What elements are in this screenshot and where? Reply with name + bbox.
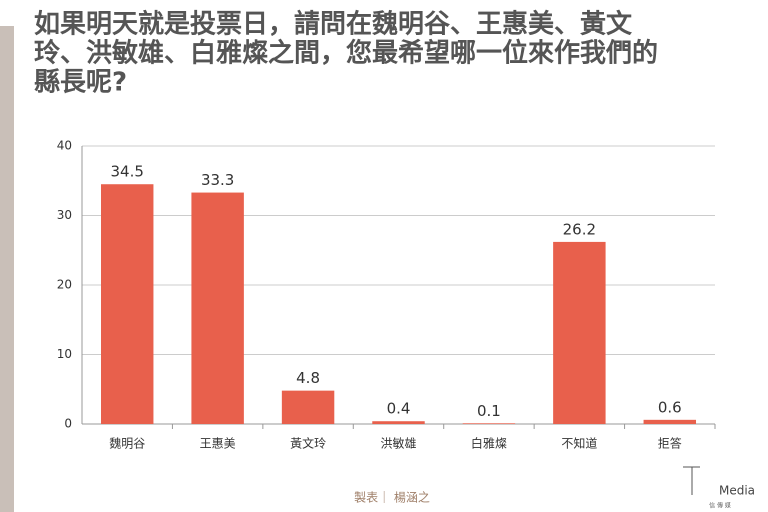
value-label: 26.2 (563, 220, 596, 238)
chart-title: 縣長呢? (34, 68, 127, 98)
x-tick-label: 拒答 (658, 436, 682, 451)
x-tick-label: 王惠美 (200, 437, 236, 451)
logo: Media (719, 484, 755, 498)
bar (462, 423, 516, 424)
value-label: 4.8 (296, 369, 320, 387)
value-label: 0.6 (658, 398, 682, 416)
y-tick-label: 10 (57, 347, 72, 361)
bar (100, 184, 154, 424)
bar (372, 421, 425, 424)
value-label: 0.4 (387, 400, 411, 418)
chart-title: 玲、洪敏雄、白雅燦之間，您最希望哪一位來作我們的 (34, 38, 658, 69)
bar (191, 192, 244, 424)
x-tick-label: 洪敏雄 (380, 436, 416, 451)
footer: 製表｜ 楊涵之 (354, 490, 430, 505)
logo-sub: 信 傳 媒 (709, 502, 731, 510)
y-tick-label: 30 (57, 208, 72, 222)
bar (553, 241, 606, 424)
value-label: 0.1 (477, 402, 501, 420)
value-label: 33.3 (201, 171, 234, 189)
x-tick-label: 魏明谷 (109, 436, 145, 451)
chart-title: 如果明天就是投票日，請問在魏明谷、王惠美、黃文 (34, 9, 633, 40)
y-tick-label: 0 (64, 417, 72, 431)
bar (281, 390, 335, 424)
bar (643, 419, 697, 424)
value-label: 34.5 (111, 163, 144, 181)
side-bar (0, 26, 14, 512)
y-tick-label: 20 (57, 278, 72, 292)
x-tick-label: 不知道 (561, 437, 597, 451)
y-tick-label: 40 (57, 139, 72, 153)
x-tick-label: 黃文玲 (290, 436, 326, 451)
x-tick-label: 白雅燦 (471, 436, 507, 451)
